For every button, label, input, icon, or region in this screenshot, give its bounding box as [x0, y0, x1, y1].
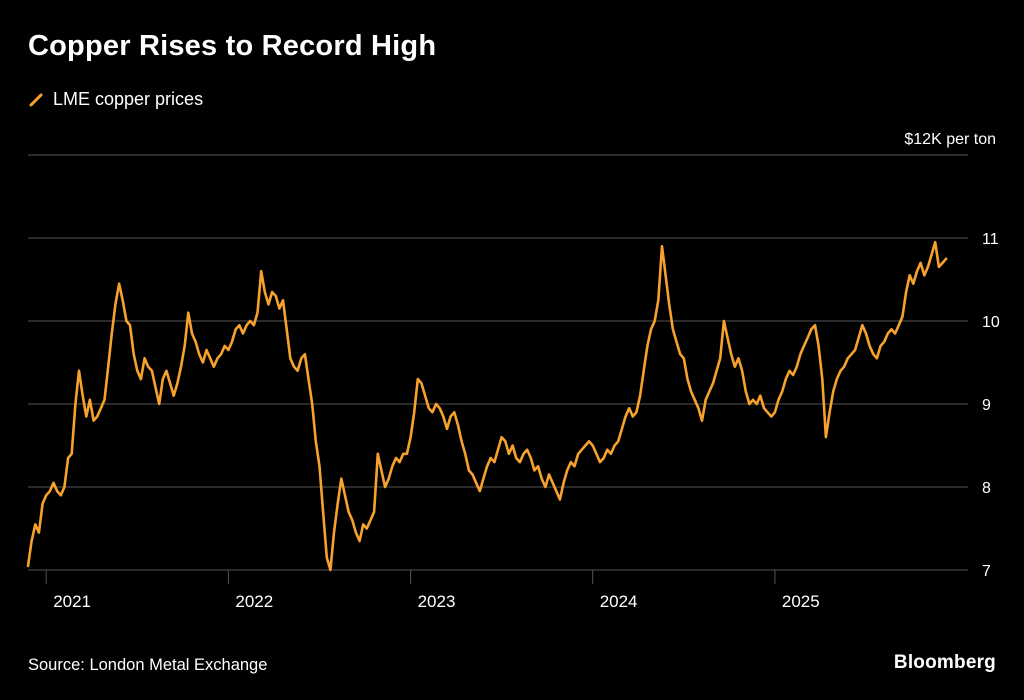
svg-text:2025: 2025: [782, 592, 820, 611]
svg-text:7: 7: [982, 563, 991, 580]
chart-title: Copper Rises to Record High: [28, 30, 437, 62]
legend-label: LME copper prices: [53, 89, 204, 109]
svg-text:8: 8: [982, 480, 991, 497]
legend-line-icon: [29, 93, 43, 106]
source-note: Source: London Metal Exchange: [28, 656, 268, 674]
svg-text:2021: 2021: [53, 592, 91, 611]
svg-text:10: 10: [982, 314, 1000, 331]
bloomberg-logo: Bloomberg: [893, 652, 996, 673]
chart-legend: LME copper prices: [28, 89, 203, 110]
y-axis-unit-label: $12K per ton: [904, 131, 996, 148]
svg-text:2024: 2024: [600, 592, 638, 611]
svg-text:2023: 2023: [418, 592, 456, 611]
svg-text:11: 11: [982, 231, 999, 248]
svg-text:2022: 2022: [235, 592, 273, 611]
svg-text:9: 9: [982, 397, 991, 414]
